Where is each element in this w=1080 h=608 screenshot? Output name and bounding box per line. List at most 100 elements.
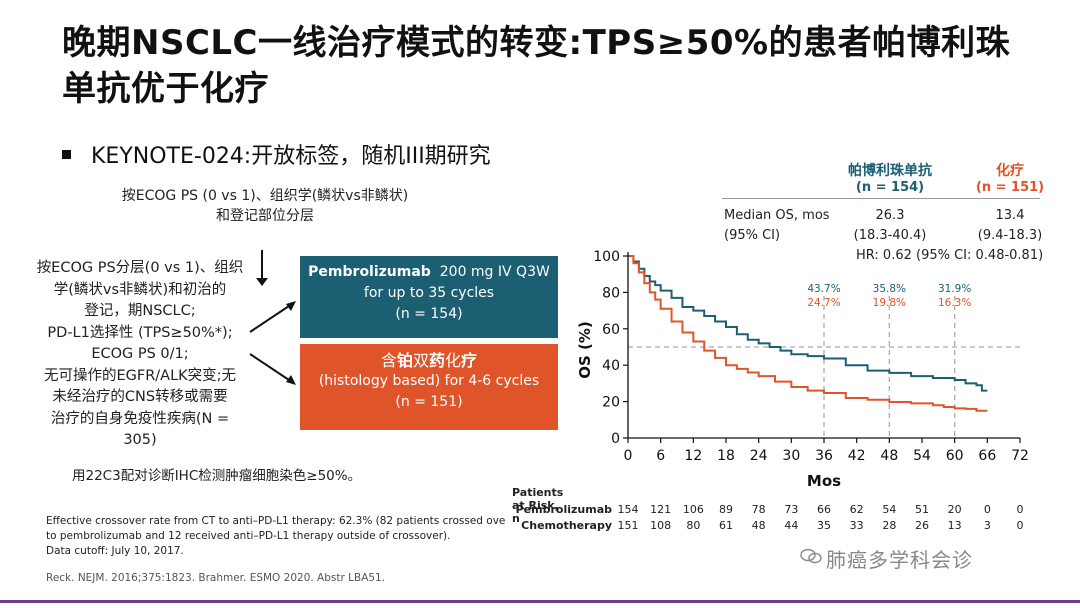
- table-col1-median: 26.3: [875, 208, 905, 223]
- arm2-char: 疗: [461, 351, 478, 370]
- criteria-line: ECOG PS 0/1;: [91, 346, 189, 362]
- table-col2-ci: (9.4-18.3): [977, 228, 1043, 243]
- reference: Reck. NEJM. 2016;375:1823. Brahmer. ESMO…: [46, 572, 386, 584]
- at-risk-value: 13: [947, 519, 962, 532]
- eligibility-criteria: 按ECOG PS分层(0 vs 1)、组织 学(鳞状vs非鳞状)和初治的 登记，…: [22, 258, 258, 452]
- at-risk-value: 26: [915, 519, 929, 532]
- criteria-line: 治疗的自身免疫性疾病(N =: [50, 410, 230, 427]
- at-risk-value: 73: [784, 503, 799, 516]
- table-col2-n: (n = 151): [975, 180, 1045, 195]
- y-tick-label: 20: [602, 395, 620, 411]
- landmark-label-pembro: 43.7%: [807, 283, 840, 295]
- arrow-head-icon: [286, 375, 296, 385]
- landmark-label-chemo: 16.3%: [938, 297, 971, 309]
- y-tick-label: 100: [593, 249, 620, 265]
- arm2-char: 药: [429, 351, 446, 370]
- at-risk-value: 121: [650, 503, 672, 516]
- x-axis-label: Mos: [807, 472, 841, 490]
- top-bar: [0, 0, 1080, 12]
- at-risk-value: 151: [617, 519, 639, 532]
- footnote-line: Data cutoff: July 10, 2017.: [46, 545, 184, 557]
- criteria-line: 按ECOG PS分层(0 vs 1)、组织: [36, 260, 244, 276]
- arrow-down-right-icon: [249, 353, 293, 383]
- at-risk-value: 35: [817, 519, 831, 532]
- at-risk-value: 0: [983, 503, 991, 516]
- table-row1-label: Median OS, mos: [724, 208, 830, 223]
- arm2-char: 含: [380, 351, 397, 370]
- at-risk-value: 154: [617, 503, 639, 516]
- watermark: 肺癌多学科会诊: [826, 548, 973, 572]
- bullet-item: KEYNOTE-024:开放标签，随机III期研究: [62, 138, 491, 170]
- arm2-char: 化: [445, 351, 462, 370]
- x-tick-label: 42: [848, 448, 866, 464]
- at-risk-value: 3: [983, 519, 991, 532]
- x-tick-label: 48: [880, 448, 898, 464]
- criteria-line: 学(鳞状vs非鳞状)和初治的: [53, 281, 227, 298]
- at-risk-value: 108: [650, 519, 672, 532]
- series-line-pembrolizumab: [628, 255, 988, 392]
- at-risk-value: 0: [1016, 519, 1024, 532]
- bottom-rule: [0, 600, 1080, 603]
- x-tick-label: 36: [815, 448, 833, 464]
- at-risk-value: 66: [817, 503, 831, 516]
- landmark-label-chemo: 24.7%: [807, 297, 840, 309]
- strat-line: 按ECOG PS (0 vs 1)、组织学(鳞状vs非鳞状): [121, 188, 409, 204]
- at-risk-value: 51: [915, 503, 929, 516]
- x-tick-label: 30: [782, 448, 800, 464]
- criteria-line: 305): [123, 432, 157, 448]
- hazard-ratio: HR: 0.62 (95% CI: 0.48-0.81): [856, 248, 1044, 263]
- arrow-head-icon: [286, 301, 296, 311]
- at-risk-value: 80: [686, 519, 701, 532]
- at-risk-value: 78: [751, 503, 766, 516]
- table-col1-name: 帕博利珠单抗: [848, 163, 932, 179]
- arm1-n: (n = 154): [395, 306, 463, 322]
- footnote-line: Effective crossover rate from CT to anti…: [46, 515, 506, 527]
- table-col2-name: 化疗: [996, 163, 1024, 179]
- x-tick-label: 12: [684, 448, 702, 464]
- pembrolizumab-arm-box: Pembrolizumab 200 mg IV Q3W for up to 35…: [300, 256, 558, 338]
- x-tick-label: 18: [717, 448, 735, 464]
- randomization-arrows: [249, 301, 296, 385]
- slide-title: 晚期NSCLC一线治疗模式的转变:TPS≥50%的患者帕博利珠单抗优于化疗: [62, 23, 1011, 109]
- at-risk-label-pembro: Pembrolizumab: [515, 503, 612, 516]
- arm2-char: 铂: [396, 351, 413, 370]
- y-axis-label: OS (%): [576, 321, 594, 379]
- table-row2-label: (95% CI): [724, 228, 781, 243]
- at-risk-value: 62: [849, 503, 864, 516]
- at-risk-value: 48: [751, 519, 766, 532]
- ihc-note: 用22C3配对诊断IHC检测肿瘤细胞染色≥50%。: [72, 468, 362, 484]
- criteria-line: 登记，期NSCLC;: [84, 303, 196, 319]
- chart-series: [628, 255, 988, 412]
- arm1-line2: for up to 35 cycles: [363, 285, 495, 301]
- arm2-line2: (histology based) for 4-6 cycles: [318, 373, 540, 389]
- at-risk-value: 44: [784, 519, 799, 532]
- at-risk-label-chemo: Chemotherapy: [521, 519, 612, 532]
- x-tick-label: 54: [913, 448, 931, 464]
- bullet-text: KEYNOTE-024:开放标签，随机III期研究: [91, 144, 491, 169]
- wechat-icon: [800, 548, 822, 564]
- y-tick-label: 60: [602, 322, 620, 338]
- at-risk-value: 54: [882, 503, 897, 516]
- landmark-label-pembro: 31.9%: [938, 283, 971, 295]
- y-tick-label: 80: [602, 285, 620, 301]
- criteria-line: PD-L1选择性 (TPS≥50%*);: [47, 324, 233, 341]
- footnotes: Effective crossover rate from CT to anti…: [46, 514, 506, 559]
- at-risk-value: 33: [849, 519, 864, 532]
- bullet-square-icon: [62, 149, 71, 159]
- at-risk-header: Patients at Risk, n: [512, 486, 564, 525]
- at-risk-value: 106: [682, 503, 704, 516]
- series-line-chemotherapy: [628, 255, 988, 412]
- arrow-up-right-icon: [249, 303, 293, 333]
- x-tick-label: 60: [946, 448, 964, 464]
- landmark-label-pembro: 35.8%: [873, 283, 906, 295]
- criteria-line: 未经治疗的CNS转移或需要: [52, 389, 228, 405]
- at-risk-value: 20: [947, 503, 962, 516]
- strat-line: 和登记部位分层: [216, 208, 314, 224]
- y-tick-label: 40: [602, 358, 620, 374]
- chart-grid: [628, 296, 1020, 438]
- arm1-dose: 200 mg IV Q3W: [439, 264, 550, 280]
- stratification-text: 按ECOG PS (0 vs 1)、组织学(鳞状vs非鳞状) 和登记部位分层: [110, 186, 420, 226]
- x-tick-label: 24: [750, 448, 768, 464]
- at-risk-value: 61: [719, 519, 733, 532]
- at-risk-value: 0: [1016, 503, 1024, 516]
